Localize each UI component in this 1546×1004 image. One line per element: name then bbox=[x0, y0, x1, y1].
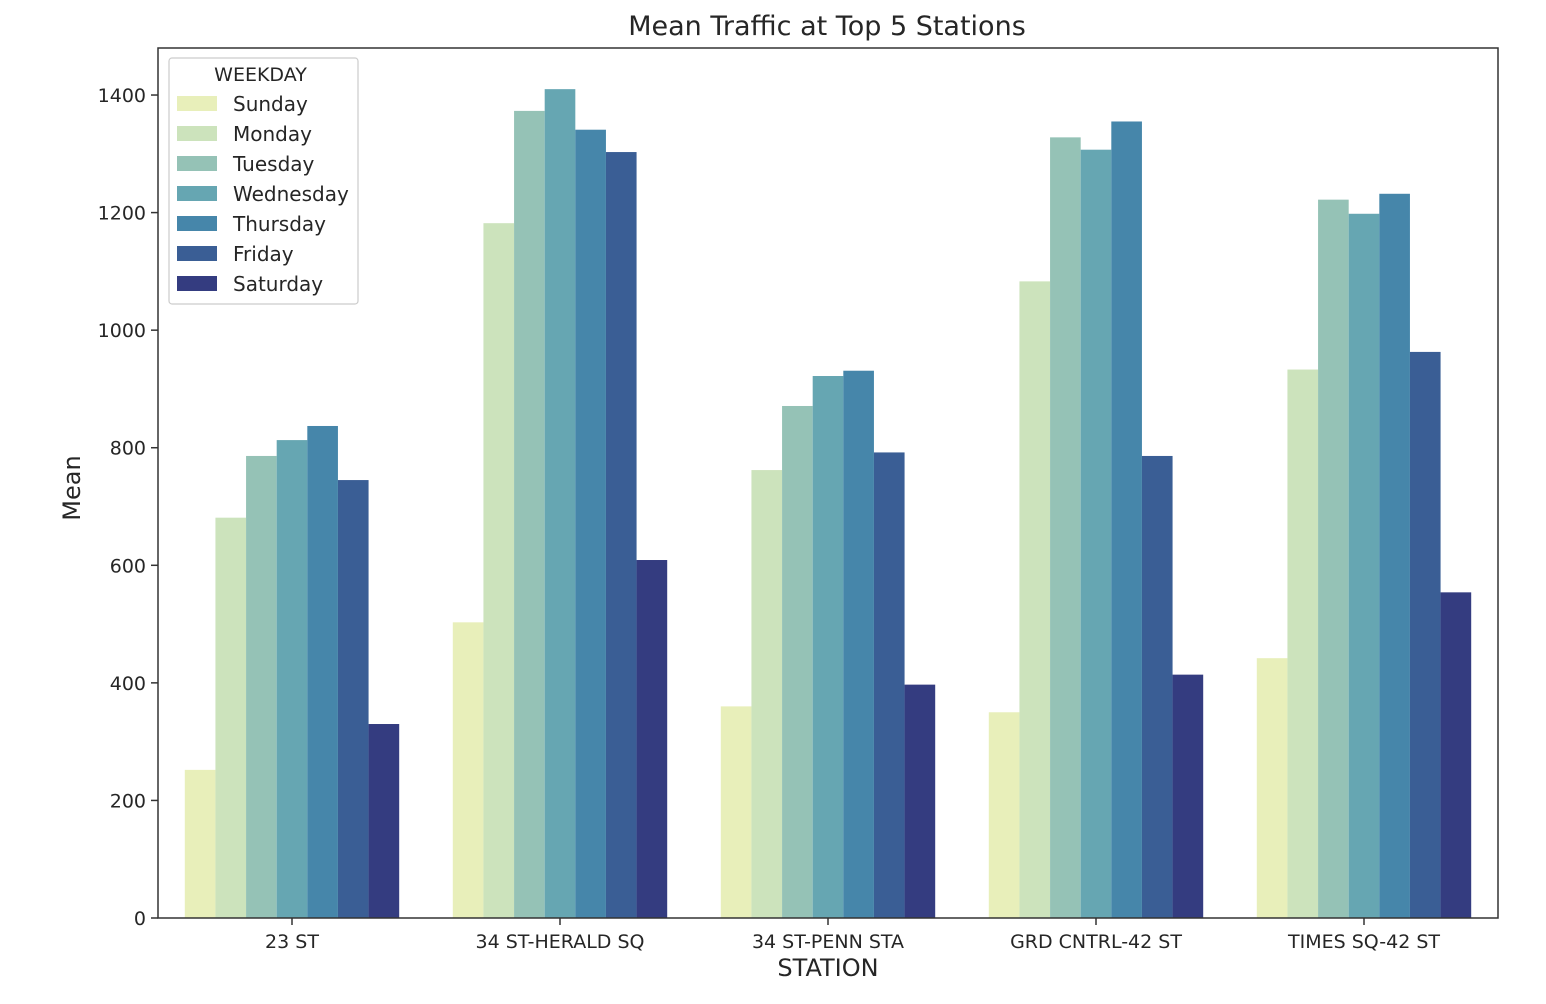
y-tick-label: 1200 bbox=[98, 203, 146, 225]
plot-frame bbox=[157, 47, 1499, 919]
x-tick-label: TIMES SQ-42 ST bbox=[1287, 931, 1440, 953]
bar-tuesday bbox=[1318, 199, 1349, 918]
bar-thursday bbox=[1379, 193, 1410, 918]
bar-thursday bbox=[1111, 121, 1142, 919]
bar-thursday bbox=[575, 129, 606, 918]
legend-swatch-tuesday bbox=[177, 156, 217, 171]
legend-label-wednesday: Wednesday bbox=[233, 182, 349, 206]
bar-thursday bbox=[307, 425, 338, 918]
legend: WEEKDAY Sunday Monday Tuesday Wednesday Thurs… bbox=[168, 57, 359, 305]
legend-label-monday: Monday bbox=[233, 122, 312, 146]
bar-monday bbox=[1019, 281, 1051, 918]
legend-swatch-friday bbox=[177, 246, 217, 261]
bar-sunday bbox=[988, 712, 1020, 918]
bar-wednesday bbox=[1348, 213, 1380, 918]
bars-layer bbox=[184, 89, 1472, 919]
x-tick-label: 23 ST bbox=[265, 931, 319, 953]
x-tick-label: 34 ST-PENN STA bbox=[752, 931, 904, 953]
bar-sunday bbox=[452, 622, 484, 918]
y-axis-ticks: 0 200 400 600 800 1000 1200 1400 bbox=[98, 85, 158, 930]
legend-swatch-monday bbox=[177, 126, 217, 141]
y-tick-label: 200 bbox=[110, 790, 146, 812]
bar-tuesday bbox=[782, 405, 813, 918]
y-tick-label: 800 bbox=[110, 438, 146, 460]
y-tick-label: 600 bbox=[110, 555, 146, 577]
legend-swatch-sunday bbox=[177, 96, 217, 111]
bar-wednesday bbox=[1080, 149, 1112, 918]
bar-wednesday bbox=[276, 440, 308, 918]
legend-swatch-wednesday bbox=[177, 186, 217, 201]
bar-friday bbox=[605, 152, 637, 919]
legend-box bbox=[168, 57, 359, 305]
x-axis-label: STATION bbox=[777, 954, 878, 982]
bar-wednesday bbox=[812, 376, 844, 918]
y-tick-label: 1000 bbox=[98, 320, 146, 342]
legend-title: WEEKDAY bbox=[214, 64, 307, 86]
bar-friday bbox=[873, 452, 905, 918]
bar-tuesday bbox=[1050, 137, 1081, 919]
bar-saturday bbox=[1172, 674, 1204, 918]
legend-label-thursday: Thursday bbox=[232, 212, 326, 236]
legend-label-sunday: Sunday bbox=[233, 92, 308, 116]
bar-friday bbox=[1141, 455, 1173, 918]
bar-saturday bbox=[1440, 592, 1472, 918]
y-tick-label: 400 bbox=[110, 673, 146, 695]
bar-saturday bbox=[636, 560, 668, 918]
bar-thursday bbox=[843, 370, 874, 919]
bar-wednesday bbox=[544, 89, 576, 918]
bar-tuesday bbox=[514, 110, 545, 918]
bar-tuesday bbox=[246, 455, 277, 918]
x-axis-ticks: 23 ST 34 ST-HERALD SQ 34 ST-PENN STA GRD CN… bbox=[265, 918, 1440, 953]
x-tick-label: GRD CNTRL-42 ST bbox=[1010, 931, 1182, 953]
bar-sunday bbox=[720, 706, 752, 918]
y-axis-label: Mean bbox=[58, 455, 86, 520]
bar-saturday bbox=[904, 684, 936, 918]
bar-friday bbox=[337, 480, 369, 918]
bar-monday bbox=[1287, 369, 1319, 918]
y-tick-label: 1400 bbox=[98, 85, 146, 107]
legend-label-friday: Friday bbox=[233, 242, 294, 266]
x-tick-label: 34 ST-HERALD SQ bbox=[476, 931, 645, 953]
bar-friday bbox=[1409, 351, 1441, 918]
bar-monday bbox=[215, 517, 247, 918]
legend-swatch-saturday bbox=[177, 276, 217, 291]
chart-title: Mean Traffic at Top 5 Stations bbox=[628, 11, 1026, 42]
bar-saturday bbox=[368, 724, 400, 918]
bar-sunday bbox=[1256, 658, 1288, 918]
legend-label-saturday: Saturday bbox=[233, 272, 323, 296]
bar-sunday bbox=[184, 769, 216, 918]
bar-monday bbox=[483, 223, 515, 918]
legend-swatch-thursday bbox=[177, 216, 217, 231]
bar-monday bbox=[751, 470, 783, 918]
legend-label-tuesday: Tuesday bbox=[232, 152, 315, 176]
y-tick-label: 0 bbox=[134, 908, 146, 930]
